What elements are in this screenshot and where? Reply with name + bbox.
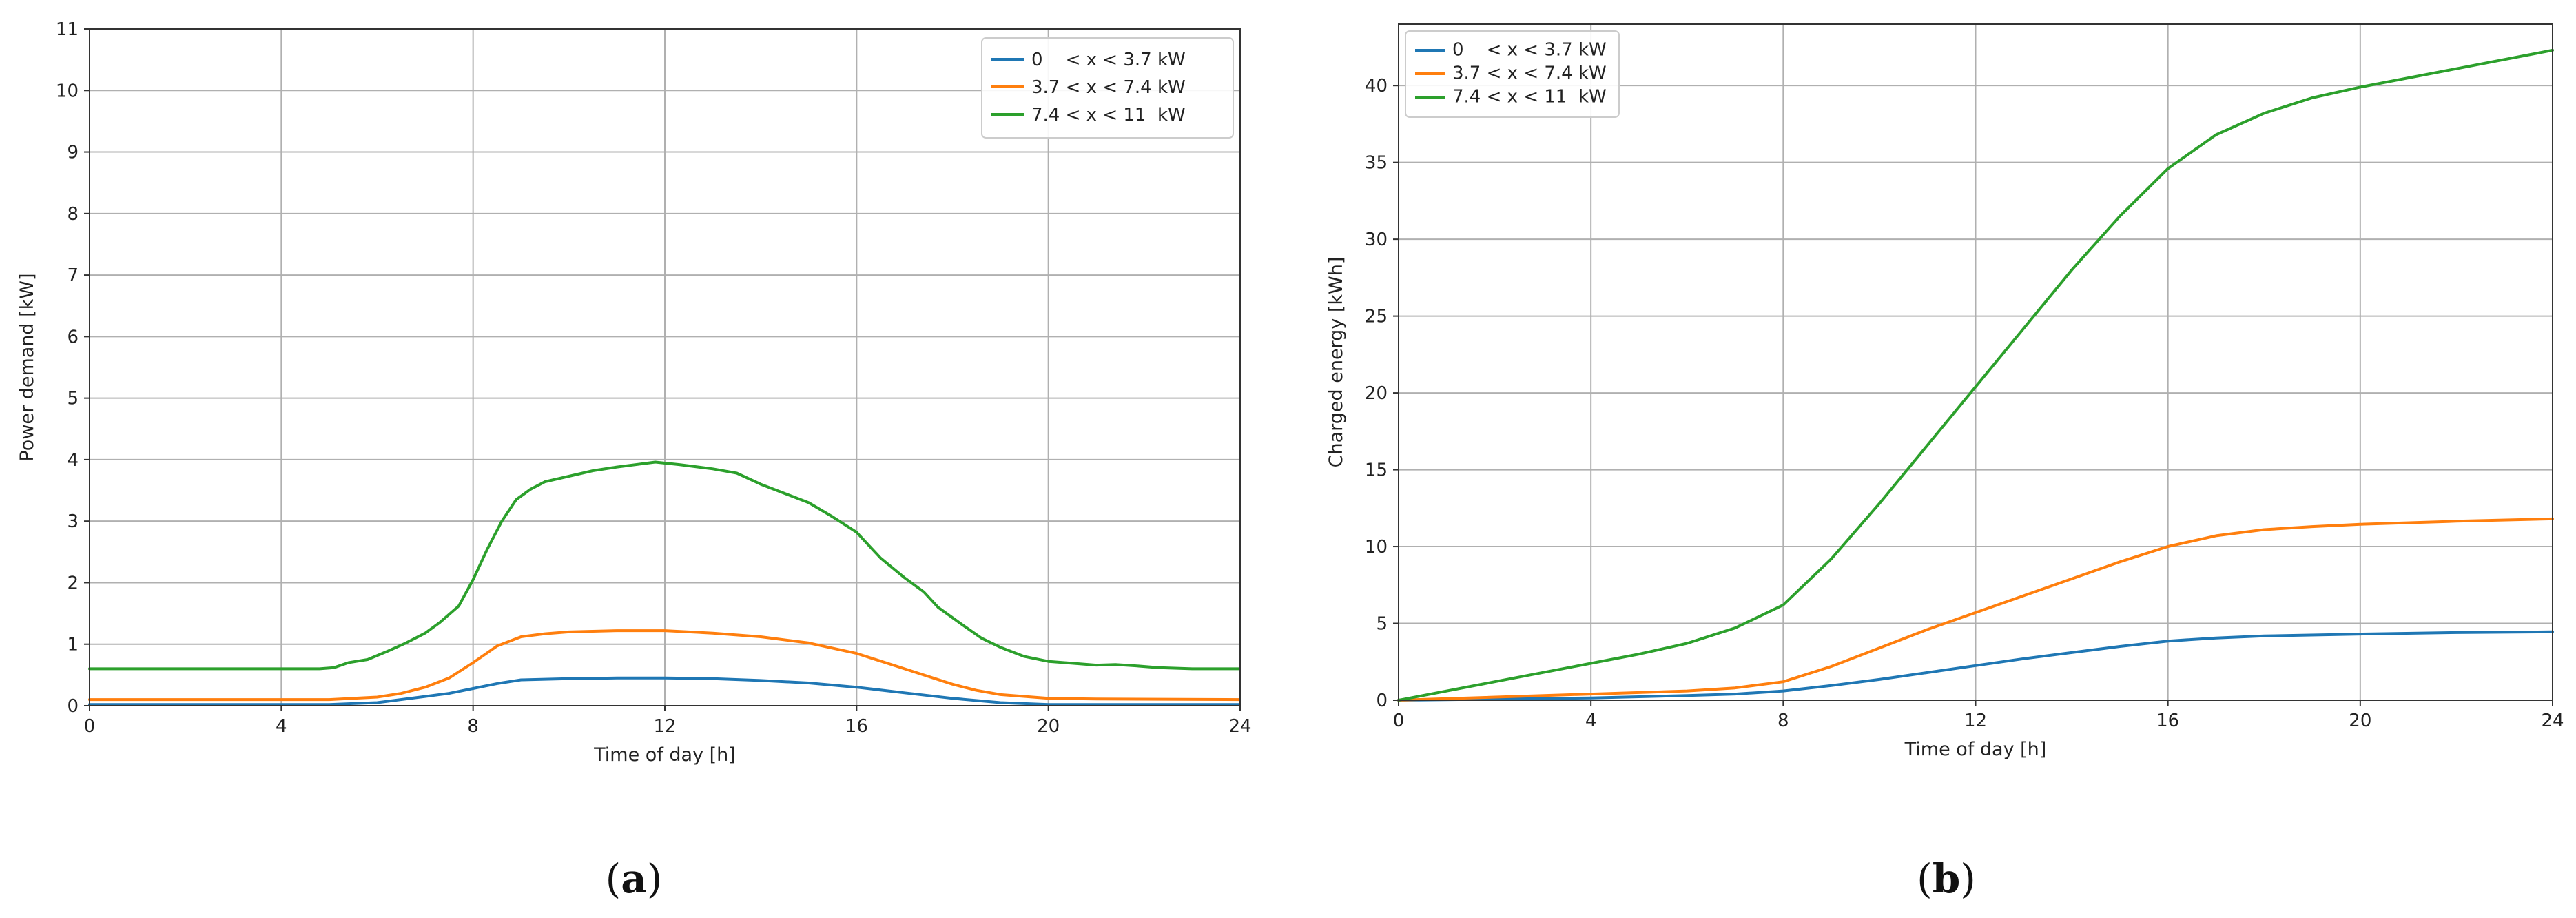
panel-label: (b): [1917, 855, 1976, 902]
y-tick-label: 11: [56, 19, 79, 40]
y-tick-label: 30: [1365, 229, 1388, 250]
y-tick-label: 1: [67, 635, 79, 655]
x-tick-label: 12: [653, 716, 676, 737]
x-tick-label: 20: [1037, 716, 1060, 737]
y-tick-label: 0: [1376, 691, 1388, 711]
y-axis-label: Power demand [kW]: [17, 273, 38, 461]
x-tick-label: 0: [84, 716, 96, 737]
y-tick-label: 3: [67, 511, 79, 532]
legend-entry: 3.7 < x < 7.4 kW: [1031, 77, 1186, 98]
y-tick-label: 10: [1365, 537, 1388, 558]
y-tick-label: 25: [1365, 307, 1388, 327]
x-tick-label: 24: [2541, 711, 2564, 731]
y-tick-label: 7: [67, 265, 79, 286]
y-tick-label: 4: [67, 450, 79, 471]
series-line: [88, 629, 1241, 702]
legend: 0 < x < 3.7 kW 3.7 < x < 7.4 kW 7.4 < x < …: [981, 37, 1234, 139]
x-axis-label: Time of day [h]: [593, 744, 736, 766]
legend-box: [1405, 30, 1620, 118]
y-tick-label: 9: [67, 143, 79, 163]
y-tick-label: 8: [67, 204, 79, 225]
charged-energy-chart: 0 4 8 12 16 20 24 0 5 10 15 20 25 30 35 40 Time of day…: [1326, 23, 2564, 902]
y-tick-labels: 0 5 10 15 20 25 30 35 40: [1365, 76, 1399, 711]
legend-entry: 0 < x < 3.7 kW: [1452, 40, 1607, 61]
panel-letter: b: [1933, 855, 1961, 902]
x-tick-label: 4: [1585, 711, 1597, 731]
y-tick-label: 20: [1365, 383, 1388, 404]
y-tick-label: 10: [56, 81, 79, 101]
legend: 0 < x < 3.7 kW3.7 < x < 7.4 kW 7.4 < x < …: [1405, 30, 1620, 118]
x-tick-label: 4: [276, 716, 287, 737]
panel-label: (a): [606, 855, 663, 902]
series-lines: [88, 460, 1241, 706]
x-tick-label: 12: [1964, 711, 1987, 731]
series-line: [88, 460, 1241, 671]
x-tick-label: 16: [2156, 711, 2179, 731]
x-tick-labels: 0 4 8 12 16 20 24: [1393, 700, 2564, 731]
series-line: [88, 676, 1241, 706]
x-tick-label: 16: [845, 716, 868, 737]
series-lines: [1397, 48, 2554, 702]
x-tick-labels: 0 4 8 12 16 20 24: [84, 706, 1252, 737]
series-line: [1397, 517, 2554, 702]
x-tick-label: 8: [1778, 711, 1789, 731]
x-axis-label: Time of day [h]: [1904, 739, 2047, 760]
y-tick-label: 15: [1365, 460, 1388, 481]
legend-entry: 7.4 < x < 11 kW: [1031, 105, 1186, 125]
y-tick-label: 5: [1376, 614, 1388, 635]
y-tick-label: 35: [1365, 153, 1388, 174]
y-tick-label: 5: [67, 389, 79, 409]
panel-letter: a: [621, 855, 647, 902]
series-line: [1397, 630, 2554, 702]
y-tick-label: 40: [1365, 76, 1388, 96]
y-tick-label: 6: [67, 327, 79, 347]
y-tick-labels: 0 1 2 3 4 5 6 7 8 9 10 11: [56, 19, 90, 717]
series-line: [1397, 48, 2554, 702]
x-tick-label: 8: [467, 716, 479, 737]
legend-box: [981, 37, 1234, 139]
x-tick-label: 0: [1393, 711, 1405, 731]
legend-entry: 7.4 < x < 11 kW: [1452, 87, 1607, 108]
x-tick-label: 20: [2349, 711, 2371, 731]
y-tick-label: 2: [67, 573, 79, 593]
legend-entry: 3.7 < x < 7.4 kW: [1452, 63, 1607, 84]
y-tick-label: 0: [67, 696, 79, 717]
legend-entry: 0 < x < 3.7 kW: [1031, 50, 1186, 70]
y-axis-label: Charged energy [kWh]: [1326, 257, 1347, 468]
x-tick-label: 24: [1228, 716, 1251, 737]
